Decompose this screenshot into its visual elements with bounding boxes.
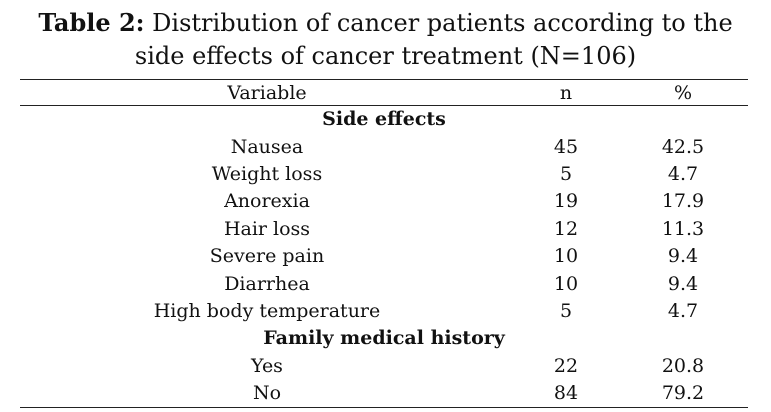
cell-variable: Diarrhea [224,272,310,295]
table-row: Nausea 45 42.5 [20,133,748,160]
cell-variable: Hair loss [223,217,311,240]
cell-percent: 42.5 [661,135,705,158]
cell-n: 12 [553,217,579,240]
cell-percent: 79.2 [618,379,748,409]
cell-n: 19 [553,190,579,213]
cell-n: 45 [553,135,579,158]
table-row: Anorexia 19 17.9 [20,188,748,215]
table-row: Yes 22 20.8 [20,353,748,380]
section-row: Side effects [20,106,748,134]
cell-n: 5 [559,299,573,322]
cell-n: 10 [553,272,579,295]
caption-label: Table 2: [38,8,145,37]
cell-n: 10 [553,245,579,268]
cell-percent: 17.9 [661,190,705,213]
section-row: Family medical history [20,325,748,352]
cell-variable: No [20,379,514,409]
caption-line-1: Table 2: Distribution of cancer patients… [0,6,771,40]
section-title-side-effects: Side effects [322,108,446,131]
header-n: n [514,79,618,106]
caption-text-2: side effects of cancer treatment (N=106) [134,42,637,70]
cell-variable: Nausea [230,135,304,158]
table-row: Severe pain 10 9.4 [20,243,748,270]
header-row: Variable n % [20,79,748,106]
table-row: Weight loss 5 4.7 [20,161,748,188]
cell-percent: 4.7 [667,162,699,185]
cell-percent: 9.4 [667,245,699,268]
table-row: High body temperature 5 4.7 [20,298,748,325]
cell-n: 84 [514,379,618,409]
cell-variable: Yes [251,354,283,377]
table-row: Hair loss 12 11.3 [20,216,748,243]
cell-percent: 4.7 [667,299,699,322]
data-table: Variable n % Side effects Nausea 45 42.5… [20,79,748,409]
cell-variable: Severe pain [209,245,325,268]
cell-percent: 9.4 [667,272,699,295]
cell-n: 22 [553,354,579,377]
caption-text-1: Distribution of cancer patients accordin… [152,9,733,37]
header-percent: % [618,79,748,106]
table-row: No 84 79.2 [20,379,748,409]
cell-percent: 11.3 [661,217,705,240]
cell-percent: 20.8 [661,354,705,377]
header-variable: Variable [20,79,514,106]
table-row: Diarrhea 10 9.4 [20,270,748,297]
cell-n: 5 [559,162,573,185]
section-title-family-history: Family medical history [263,327,505,350]
table-caption: Table 2: Distribution of cancer patients… [0,6,771,73]
cell-variable: Anorexia [224,190,310,213]
cell-variable: Weight loss [211,162,323,185]
cell-variable: High body temperature [153,299,381,322]
